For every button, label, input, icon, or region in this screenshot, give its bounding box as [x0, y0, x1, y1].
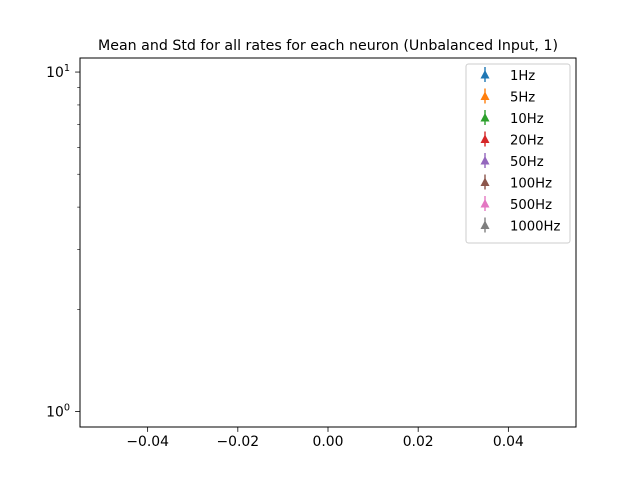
y-tick-label-base: 10	[46, 404, 64, 420]
legend-marker-triangle	[480, 199, 490, 208]
legend-marker-triangle	[480, 134, 490, 143]
legend-label: 500Hz	[510, 198, 552, 213]
x-tick-label: 0.04	[493, 434, 524, 450]
legend-label: 100Hz	[510, 177, 552, 192]
y-tick-label-exponent: 0	[64, 402, 70, 413]
legend-marker-triangle	[480, 91, 490, 100]
legend-label: 1Hz	[510, 69, 535, 84]
legend: 1Hz 5Hz 10Hz 20Hz 50Hz 100Hz 500Hz 1000Hz	[465, 63, 571, 244]
legend-item: 20Hz	[480, 131, 544, 149]
legend-label: 1000Hz	[510, 220, 560, 235]
chart-title: Mean and Std for all rates for each neur…	[98, 38, 558, 54]
y-tick-label-base: 10	[46, 65, 64, 81]
x-tick-label: −0.02	[217, 434, 260, 450]
legend-marker-triangle	[480, 220, 490, 229]
legend-marker-triangle	[480, 113, 490, 122]
y-tick-label-exponent: 1	[64, 63, 70, 74]
legend-item: 1000Hz	[480, 217, 560, 235]
legend-label: 5Hz	[510, 91, 535, 106]
legend-item: 100Hz	[480, 174, 552, 192]
legend-marker-triangle	[480, 177, 490, 186]
x-tick-label: 0.02	[403, 434, 434, 450]
legend-item: 1Hz	[480, 67, 535, 84]
legend-item: 50Hz	[480, 153, 544, 170]
legend-label: 10Hz	[510, 112, 544, 127]
legend-label: 20Hz	[510, 134, 544, 149]
x-tick-label: −0.04	[126, 434, 169, 450]
y-tick-label: 101	[46, 63, 70, 81]
y-tick-label: 100	[46, 402, 70, 420]
legend-marker-triangle	[480, 70, 490, 79]
legend-label: 50Hz	[510, 155, 544, 170]
legend-marker-triangle	[480, 156, 490, 165]
x-tick-label: 0.00	[313, 434, 344, 450]
legend-item: 500Hz	[480, 196, 552, 213]
legend-box	[465, 63, 571, 244]
x-axis: −0.04 −0.02 0.00 0.02 0.04	[126, 427, 524, 450]
legend-item: 5Hz	[480, 88, 535, 106]
legend-item: 10Hz	[480, 110, 544, 127]
